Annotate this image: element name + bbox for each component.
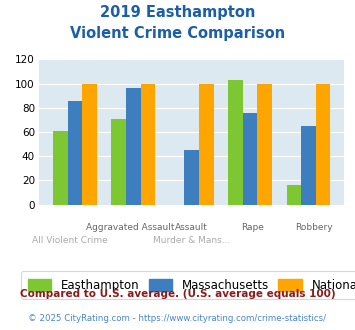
Bar — [316, 83, 331, 205]
Bar — [141, 83, 155, 205]
Text: Violent Crime Comparison: Violent Crime Comparison — [70, 26, 285, 41]
Text: Robbery: Robbery — [295, 223, 333, 232]
Bar — [184, 150, 199, 205]
Bar — [228, 80, 243, 205]
Text: Aggravated Assault: Aggravated Assault — [86, 223, 175, 232]
Legend: Easthampton, Massachusetts, National: Easthampton, Massachusetts, National — [21, 272, 355, 299]
Bar — [243, 113, 257, 205]
Text: Rape: Rape — [241, 223, 264, 232]
Text: All Violent Crime: All Violent Crime — [32, 236, 108, 245]
Bar — [67, 101, 82, 205]
Bar — [301, 126, 316, 205]
Bar — [53, 131, 67, 205]
Bar — [111, 119, 126, 205]
Text: Compared to U.S. average. (U.S. average equals 100): Compared to U.S. average. (U.S. average … — [20, 289, 335, 299]
Text: 2019 Easthampton: 2019 Easthampton — [100, 5, 255, 20]
Bar — [286, 185, 301, 205]
Text: Murder & Mans...: Murder & Mans... — [153, 236, 230, 245]
Bar — [126, 88, 141, 205]
Bar — [82, 83, 97, 205]
Text: Assault: Assault — [175, 223, 208, 232]
Bar — [199, 83, 214, 205]
Text: © 2025 CityRating.com - https://www.cityrating.com/crime-statistics/: © 2025 CityRating.com - https://www.city… — [28, 314, 327, 323]
Bar — [257, 83, 272, 205]
